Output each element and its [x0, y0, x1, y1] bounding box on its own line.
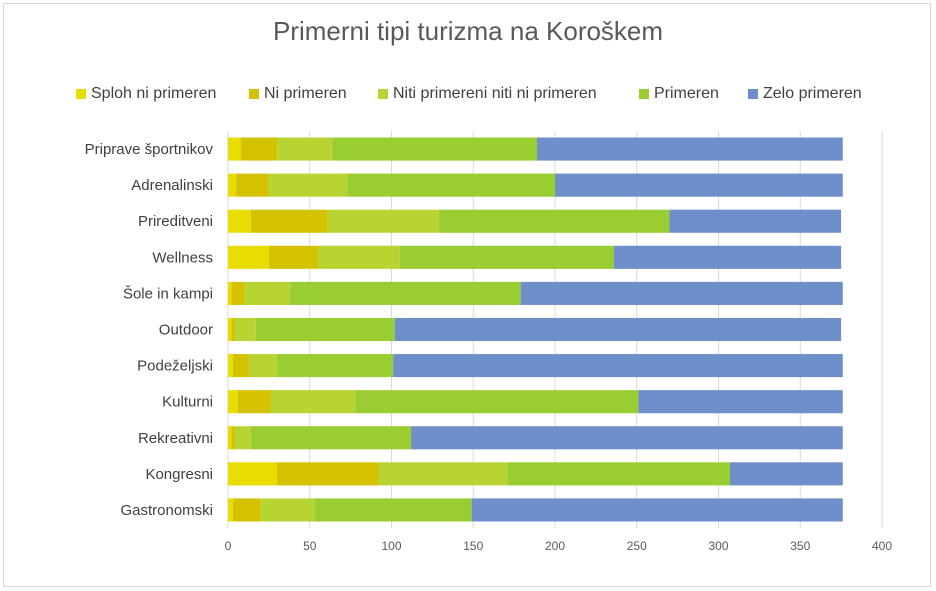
bar-segment: [669, 209, 842, 233]
bar-segment: [471, 498, 843, 522]
bar-segment: [228, 209, 251, 233]
category-label: Kongresni: [145, 466, 213, 483]
x-tick-label: 150: [463, 539, 483, 553]
category-label: Šole in kampi: [123, 285, 213, 302]
legend: Sploh ni primeren Ni primeren Niti prime…: [0, 83, 936, 105]
bar-segment: [317, 245, 400, 269]
x-tick-label: 250: [627, 539, 647, 553]
legend-item-zelo-primeren: Zelo primeren: [748, 83, 862, 105]
bar-segment: [231, 426, 235, 450]
bar-segment: [232, 498, 261, 522]
bar-segment: [244, 281, 291, 305]
bar-segment: [613, 245, 842, 269]
bar-segment: [249, 354, 278, 378]
x-tick-label: 300: [708, 539, 728, 553]
bar-segment: [314, 498, 472, 522]
category-label: Gastronomski: [120, 502, 213, 519]
bar-segment: [228, 137, 242, 161]
bar-segment: [327, 209, 439, 233]
bar-segment: [237, 390, 271, 414]
bar-segment: [270, 390, 356, 414]
bar-segment: [250, 426, 412, 450]
bars: [228, 137, 843, 522]
bar-segment: [507, 462, 730, 486]
legend-label: Zelo primeren: [763, 85, 862, 102]
category-label: Kulturni: [162, 394, 213, 411]
legend-swatch: [249, 89, 259, 99]
bar-segment: [555, 173, 843, 197]
bar-segment: [228, 173, 237, 197]
legend-swatch: [639, 89, 649, 99]
bar-segment: [393, 354, 843, 378]
category-label: Outdoor: [159, 322, 213, 339]
bar-segment: [250, 209, 328, 233]
bar-segment: [355, 390, 639, 414]
bar-segment: [290, 281, 521, 305]
legend-item-primeren: Primeren: [639, 83, 719, 105]
bar-segment: [394, 317, 842, 342]
legend-item-sploh-ni-primeren: Sploh ni primeren: [76, 83, 216, 105]
x-tick-label: 400: [872, 539, 892, 553]
x-tick-label: 100: [381, 539, 401, 553]
bar-segment: [411, 426, 843, 450]
bar-segment: [268, 173, 348, 197]
bar-segment: [378, 462, 508, 486]
legend-label: Niti primereni niti ni primeren: [393, 85, 597, 102]
bar-segment: [537, 137, 843, 161]
bar-segment: [241, 137, 278, 161]
bar-segment: [228, 390, 238, 414]
x-tick-label: 50: [303, 539, 317, 553]
bar-segment: [260, 498, 315, 522]
bar-segment: [399, 245, 614, 269]
legend-swatch: [76, 89, 86, 99]
category-label: Priprave športnikov: [85, 141, 214, 158]
bar-segment: [231, 281, 245, 305]
x-tick-label: 200: [545, 539, 565, 553]
bar-segment: [332, 137, 538, 161]
legend-swatch: [378, 89, 388, 99]
category-label: Adrenalinski: [131, 177, 213, 194]
bar-segment: [277, 354, 394, 378]
legend-label: Ni primeren: [264, 85, 347, 102]
bar-segment: [255, 317, 395, 342]
legend-label: Sploh ni primeren: [91, 85, 217, 102]
bar-segment: [228, 281, 232, 305]
tick-labels: 0 50 100 150 200 250 300 350 400: [225, 539, 893, 553]
x-tick-label: 0: [225, 539, 232, 553]
bar-segment: [228, 354, 233, 378]
x-tick-label: 350: [790, 539, 810, 553]
bar-segment: [729, 462, 843, 486]
category-labels: Priprave športnikov Adrenalinski Prireditv…: [85, 141, 214, 519]
bar-segment: [231, 317, 235, 342]
legend-item-ni-primeren: Ni primeren: [249, 83, 347, 105]
bar-segment: [234, 426, 251, 450]
bar-segment: [520, 281, 843, 305]
legend-swatch: [748, 89, 758, 99]
bar-segment: [232, 354, 250, 378]
bar-segment: [268, 245, 318, 269]
category-label: Podeželjski: [137, 358, 213, 375]
bar-segment: [228, 426, 232, 450]
bar-segment: [228, 245, 269, 269]
bar-segment: [347, 173, 555, 197]
bar-segment: [277, 137, 333, 161]
bar-segment: [438, 209, 670, 233]
category-label: Wellness: [152, 249, 213, 266]
chart-title: Primerni tipi turizma na Koroškem: [272, 16, 664, 46]
legend-item-niti-primereni-niti-ni-primeren: Niti primereni niti ni primeren: [378, 83, 597, 105]
bar-segment: [638, 390, 843, 414]
bar-segment: [228, 462, 278, 486]
category-label: Rekreativni: [138, 430, 213, 447]
bar-segment: [234, 317, 256, 342]
bar-segment: [236, 173, 269, 197]
bar-segment: [228, 317, 232, 342]
legend-label: Primeren: [654, 85, 719, 102]
bar-segment: [228, 498, 233, 522]
bar-segment: [277, 462, 379, 486]
category-label: Prireditveni: [138, 213, 213, 230]
